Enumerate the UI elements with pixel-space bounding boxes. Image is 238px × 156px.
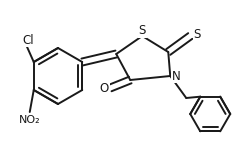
Text: Cl: Cl — [22, 34, 34, 46]
Text: NO₂: NO₂ — [19, 115, 40, 125]
Text: S: S — [139, 24, 146, 37]
Text: S: S — [193, 27, 201, 41]
Text: O: O — [100, 81, 109, 95]
Text: N: N — [172, 70, 181, 83]
